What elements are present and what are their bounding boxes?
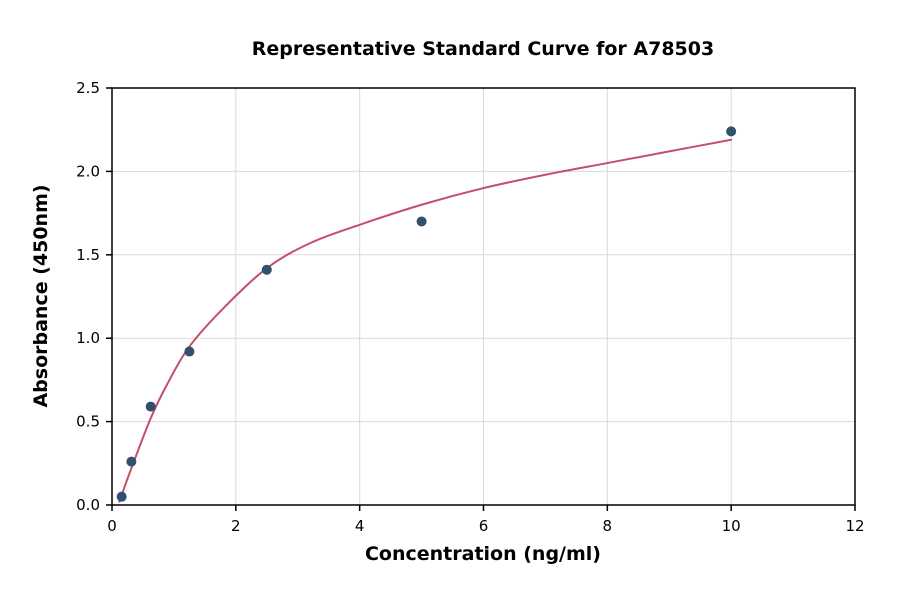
y-tick-label: 2.5 bbox=[76, 79, 100, 97]
plot-area: 0 2 4 6 8 10 12 0.0 0.5 1.0 1.5 2.0 2.5 bbox=[76, 79, 864, 535]
chart-title: Representative Standard Curve for A78503 bbox=[252, 38, 714, 60]
x-tick-label: 0 bbox=[107, 517, 117, 535]
data-point bbox=[416, 216, 427, 227]
x-tick-label: 12 bbox=[845, 517, 864, 535]
y-tick-label: 2.0 bbox=[76, 162, 100, 180]
data-point bbox=[116, 491, 127, 502]
data-point bbox=[184, 346, 195, 357]
y-tick-label: 1.0 bbox=[76, 329, 100, 347]
data-point bbox=[726, 126, 737, 137]
x-tick-label: 4 bbox=[355, 517, 365, 535]
x-tick-label: 6 bbox=[479, 517, 489, 535]
x-tick-label: 10 bbox=[722, 517, 741, 535]
y-tick-label: 0.5 bbox=[76, 413, 100, 431]
x-tick-label: 8 bbox=[603, 517, 613, 535]
y-tick-label: 0.0 bbox=[76, 496, 100, 514]
data-point bbox=[261, 264, 272, 275]
data-point bbox=[145, 401, 156, 412]
x-tick-label: 2 bbox=[231, 517, 241, 535]
y-axis-label: Absorbance (450nm) bbox=[30, 184, 52, 407]
y-tick-label: 1.5 bbox=[76, 246, 100, 264]
fit-curve bbox=[118, 138, 733, 503]
x-axis-label: Concentration (ng/ml) bbox=[365, 543, 601, 565]
data-point bbox=[126, 456, 137, 467]
